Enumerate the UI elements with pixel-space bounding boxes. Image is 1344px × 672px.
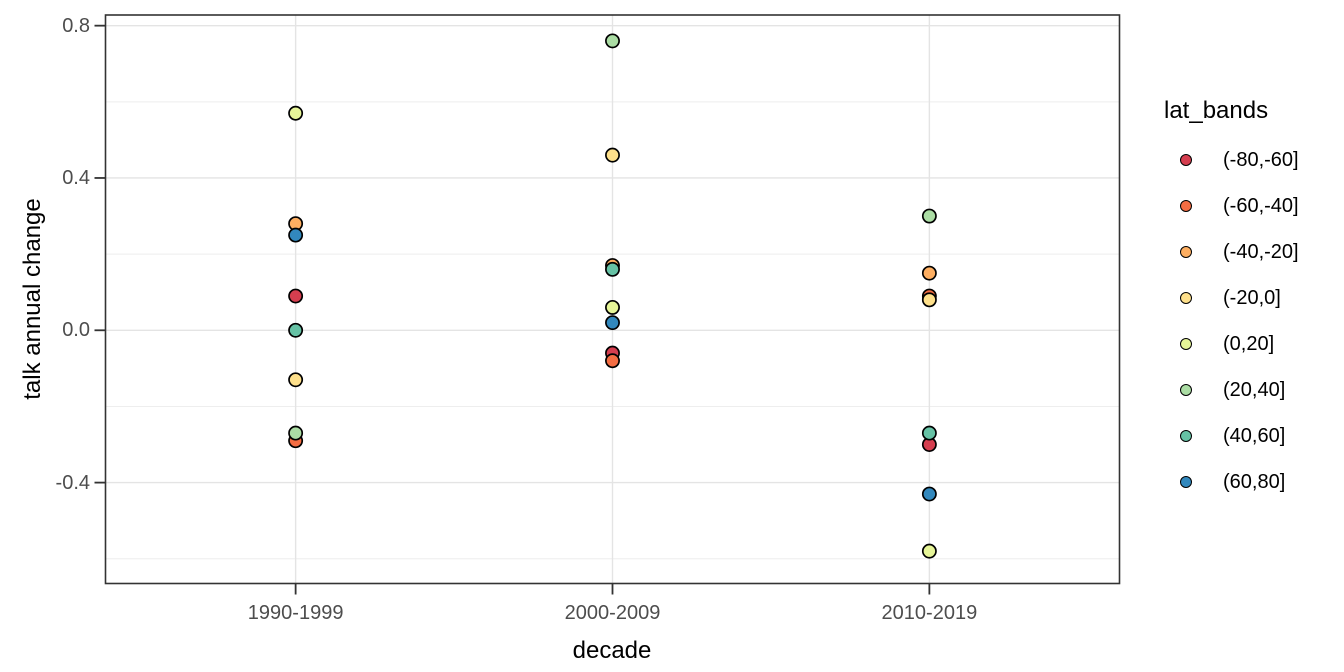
legend-entry: (-20,0] (1163, 285, 1281, 311)
data-point (288, 288, 304, 304)
y-tick-label: 0.8 (62, 14, 90, 37)
data-point (605, 261, 620, 277)
data-point (288, 227, 304, 243)
legend-entry: (-40,-20] (1163, 239, 1299, 265)
legend-entry: (-80,-60] (1163, 147, 1299, 173)
legend-entry-label: (60,80] (1223, 471, 1286, 493)
data-point (921, 486, 937, 502)
x-tick-label: 2010-2019 (881, 602, 978, 624)
legend-entry: (0,20] (1163, 331, 1274, 357)
legend-key-icon (1180, 246, 1192, 258)
legend-key-icon (1180, 200, 1192, 212)
legend-entry: (-60,-40] (1163, 193, 1299, 219)
legend-title: lat_bands (1164, 97, 1269, 124)
legend-key-icon (1180, 338, 1192, 350)
legend-key-icon (1180, 292, 1192, 304)
data-point (921, 543, 937, 559)
data-point (605, 33, 620, 49)
data-point (921, 265, 937, 281)
legend-key-icon (1180, 430, 1192, 442)
legend-entry-label: (-20,0] (1223, 287, 1281, 309)
legend-entry-label: (20,40] (1223, 379, 1286, 401)
legend-entry-label: (-60,-40] (1223, 195, 1299, 217)
legend-entry-label: (-40,-20] (1223, 241, 1299, 263)
data-point (288, 105, 304, 121)
data-point (921, 292, 937, 308)
legend-entry: (20,40] (1163, 377, 1285, 403)
data-point (605, 147, 620, 163)
data-point (288, 372, 304, 388)
y-tick-label: 0.0 (62, 319, 90, 342)
legend-entry-label: (-80,-60] (1223, 149, 1299, 171)
data-point (288, 425, 304, 441)
legend-entry: (40,60] (1163, 423, 1285, 449)
data-point (921, 208, 937, 224)
legend-key-icon (1180, 384, 1192, 396)
y-tick-label: 0.4 (62, 166, 90, 189)
x-tick-label: 2000-2009 (564, 602, 661, 624)
legend-entry-label: (0,20] (1223, 333, 1275, 355)
legend-entry: (60,80] (1163, 469, 1285, 495)
legend-entry-label: (40,60] (1223, 425, 1286, 447)
data-point (288, 322, 304, 338)
legend-key-icon (1180, 154, 1192, 166)
data-point (605, 299, 620, 315)
y-tick-label: -0.4 (55, 471, 90, 494)
y-axis-title: talk annual change (19, 198, 46, 400)
data-point (921, 425, 937, 441)
legend-key-icon (1180, 476, 1192, 488)
x-tick-label: 1990-1999 (247, 602, 344, 624)
x-axis-title: decade (572, 637, 652, 664)
data-point (605, 353, 620, 369)
data-point (605, 315, 620, 331)
